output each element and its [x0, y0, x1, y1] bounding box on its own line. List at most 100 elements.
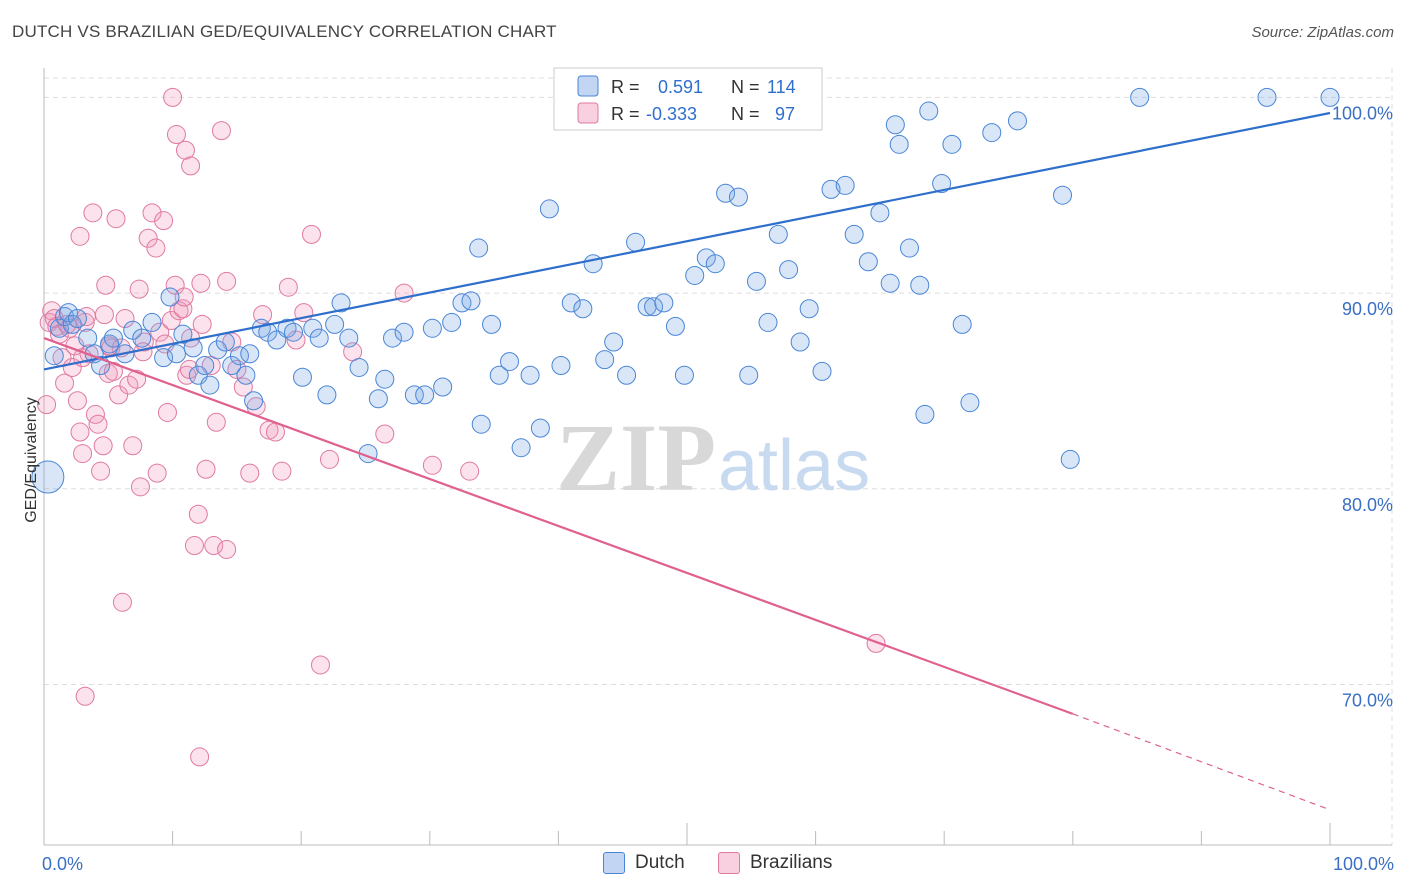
dutch-point	[746, 271, 766, 291]
brazil-point	[96, 275, 116, 295]
brazil-point	[70, 226, 90, 246]
brazil-point	[147, 463, 167, 483]
legend-brazil-r-value: -0.333	[646, 104, 697, 124]
dutch-point	[1060, 449, 1080, 469]
brazil-point	[130, 477, 150, 497]
dutch-point	[899, 238, 919, 258]
dutch-point	[303, 318, 323, 338]
dutch-point	[173, 324, 193, 344]
dutch-point	[539, 199, 559, 219]
brazil-point	[146, 238, 166, 258]
brazil-point	[217, 539, 237, 559]
brazil-point	[217, 271, 237, 291]
legend-brazil-r-label: R =	[611, 104, 640, 124]
brazil-point	[163, 87, 183, 107]
brazil-point	[142, 203, 162, 223]
dutch-point	[442, 312, 462, 332]
trend-layer	[43, 111, 1331, 811]
dutch-point	[103, 328, 123, 348]
legend-item-brazilians[interactable]: Brazilians	[718, 852, 832, 874]
dutch-point	[62, 314, 82, 334]
brazil-point	[188, 504, 208, 524]
dutch-point	[44, 346, 64, 366]
dutch-point	[1008, 111, 1028, 131]
dutch-point	[67, 309, 87, 329]
dutch-point	[166, 344, 186, 364]
dutch-point	[58, 303, 78, 323]
brazil-point	[75, 686, 95, 706]
dutch-point	[758, 312, 778, 332]
brazil-point	[184, 536, 204, 556]
dutch-point	[595, 350, 615, 370]
dutch-point	[236, 365, 256, 385]
dutch-point	[394, 322, 414, 342]
dutch-point	[799, 299, 819, 319]
brazil-point	[422, 455, 442, 475]
dutch-point	[317, 385, 337, 405]
brazil-point	[175, 140, 195, 160]
brazil-point	[196, 459, 216, 479]
dutch-point	[960, 393, 980, 413]
y-tick-label: 70.0%	[1342, 691, 1393, 711]
dutch-point	[583, 254, 603, 274]
brazil-point	[190, 747, 210, 767]
y-tick-label: 90.0%	[1342, 299, 1393, 319]
brazil-point	[129, 279, 149, 299]
legend-dutch-r-value: 0.591	[658, 77, 703, 97]
brazil-point	[278, 277, 298, 297]
dutch-point	[368, 389, 388, 409]
dutch-point	[821, 179, 841, 199]
dutch-point	[142, 312, 162, 332]
dutch-point	[644, 297, 664, 317]
dutch-point	[870, 203, 890, 223]
dutch-point	[292, 367, 312, 387]
dutch-point	[309, 328, 329, 348]
y-tick-label: 100.0%	[1332, 103, 1393, 123]
dutch-point	[885, 115, 905, 135]
brazil-point	[94, 305, 114, 325]
source-label: Source: ZipAtlas.com	[1251, 24, 1394, 41]
dutch-point	[375, 369, 395, 389]
brazil-point	[179, 359, 199, 379]
dutch-point	[132, 328, 152, 348]
brazil-trend-dashed	[1072, 713, 1331, 811]
brazil-point	[73, 444, 93, 464]
dutch-point	[617, 365, 637, 385]
dutch-point	[665, 316, 685, 336]
legend-dutch-swatch	[577, 75, 599, 97]
legend-brazil-n-label: N =	[731, 104, 760, 124]
dutch-point	[415, 385, 435, 405]
dutch-point	[489, 365, 509, 385]
dutch-point	[1130, 87, 1150, 107]
dutch-point	[471, 414, 491, 434]
dutch-point	[222, 355, 242, 375]
dutch-point	[915, 404, 935, 424]
legend-brazilians-label: Brazilians	[750, 852, 833, 873]
bottom-legend: Dutch Brazilians	[0, 852, 1406, 878]
dutch-points	[31, 87, 1340, 494]
brazil-point	[88, 414, 108, 434]
brazil-point	[83, 203, 103, 223]
dutch-point	[685, 265, 705, 285]
dutch-point	[422, 318, 442, 338]
dutch-point	[31, 460, 65, 494]
brazil-point	[67, 391, 87, 411]
legend-item-dutch[interactable]: Dutch	[603, 852, 685, 874]
brazil-point	[272, 461, 292, 481]
brazil-point	[154, 211, 174, 231]
brazil-point	[319, 449, 339, 469]
x-tick-label-max: 100.0%	[1333, 854, 1394, 874]
brazil-point	[93, 436, 113, 456]
watermark-zip: ZIP	[556, 404, 716, 511]
brazil-point	[70, 422, 90, 442]
dutch-point	[728, 187, 748, 207]
brazil-point	[240, 463, 260, 483]
brazil-point	[109, 385, 129, 405]
legend-dutch-n-label: N =	[731, 77, 760, 97]
brazil-point	[181, 156, 201, 176]
dutch-point	[739, 365, 759, 385]
chart-title: DUTCH VS BRAZILIAN GED/EQUIVALENCY CORRE…	[12, 22, 557, 41]
dutch-point	[195, 355, 215, 375]
brazil-point	[150, 322, 170, 342]
dutch-point	[932, 173, 952, 193]
